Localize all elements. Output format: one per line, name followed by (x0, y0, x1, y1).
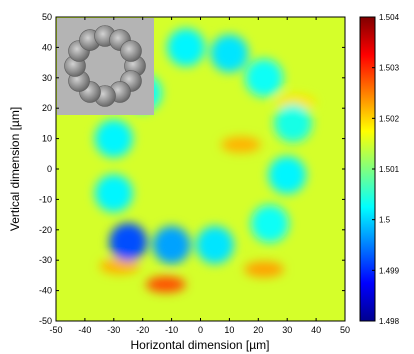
colorbar-tick-label: 1.503 (379, 64, 400, 73)
high-index-spot (145, 276, 186, 293)
colorbar-tick-label: 1.499 (379, 266, 400, 275)
low-index-spot (195, 226, 234, 264)
x-axis-label: Horizontal dimension [µm] (131, 338, 270, 352)
x-tick-label: -50 (49, 325, 62, 335)
y-tick-label: -40 (39, 286, 52, 296)
y-axis-label: Vertical dimension [µm] (8, 107, 22, 231)
y-tick-label: -30 (39, 255, 52, 265)
low-index-spot (167, 28, 206, 67)
colorbar: 1.498 1.499 1.5 1.501 1.502 1.503 1.504 (359, 13, 400, 326)
x-tick-label: 0 (198, 325, 203, 335)
y-tick-label: 50 (42, 12, 52, 22)
colorbar-tick-label: 1.498 (379, 317, 400, 326)
x-tick-label: 50 (340, 325, 350, 335)
y-tick-label: 30 (42, 73, 52, 83)
y-tick-label: -50 (39, 316, 52, 326)
y-axis: -50 -40 -30 -20 -10 0 10 20 30 40 50 (39, 12, 345, 326)
y-tick-label: -10 (39, 194, 52, 204)
x-tick-label: 20 (253, 325, 263, 335)
high-index-spot (244, 261, 285, 278)
inset-sphere (120, 40, 142, 62)
low-index-spot (268, 156, 307, 195)
y-tick-label: 40 (42, 42, 52, 52)
x-tick-label: -40 (78, 325, 91, 335)
colorbar-tick-label: 1.5 (379, 216, 391, 225)
heatmap-field (56, 17, 345, 321)
low-index-spot (250, 204, 289, 243)
colorbar-tick-label: 1.501 (379, 165, 400, 174)
low-index-spot (152, 226, 191, 264)
x-tick-label: 30 (282, 325, 292, 335)
x-tick-label: -10 (165, 325, 178, 335)
inset-micrograph (57, 18, 154, 115)
y-tick-label: 10 (42, 134, 52, 144)
inset-sphere-ring (64, 25, 146, 107)
x-tick-label: -30 (107, 325, 120, 335)
low-index-spot (94, 174, 133, 213)
x-tick-label: -20 (136, 325, 149, 335)
colorbar-ticks: 1.498 1.499 1.5 1.501 1.502 1.503 1.504 (372, 13, 400, 326)
low-index-spot (245, 58, 284, 97)
high-index-spot (220, 136, 261, 153)
y-tick-label: 0 (47, 164, 52, 174)
y-tick-label: -20 (39, 225, 52, 235)
colorbar-tick-label: 1.504 (379, 13, 400, 22)
x-tick-label: 10 (224, 325, 234, 335)
y-tick-label: 20 (42, 103, 52, 113)
x-axis: -50 -40 -30 -20 -10 0 10 20 30 40 50 (49, 17, 350, 335)
high-index-spot (99, 258, 140, 275)
low-index-spot (109, 222, 148, 261)
low-index-spot (94, 119, 133, 158)
x-tick-label: 40 (311, 325, 321, 335)
heatmap-blobs (94, 28, 316, 293)
low-index-spot (210, 34, 249, 73)
colorbar-tick-label: 1.502 (379, 114, 400, 123)
low-index-spot (273, 104, 312, 143)
